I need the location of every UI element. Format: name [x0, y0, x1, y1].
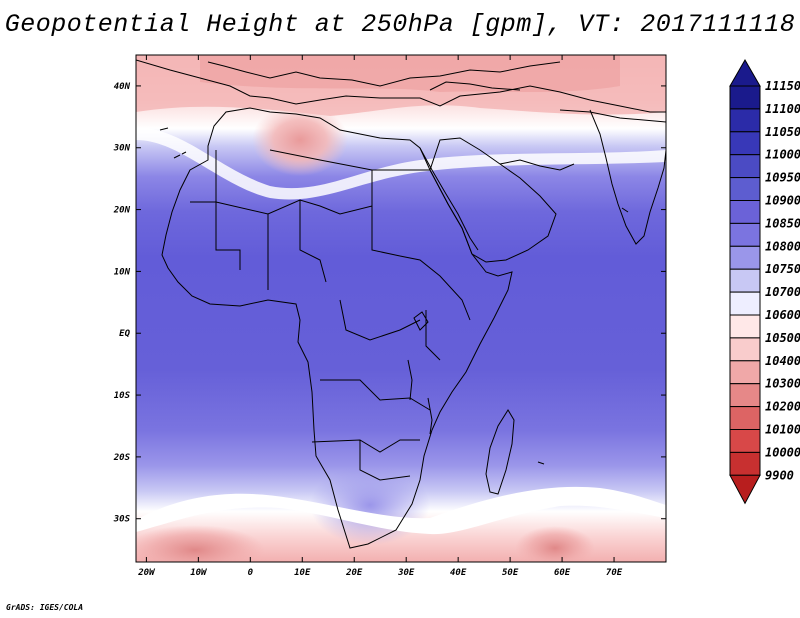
lon-tick-label: 10W	[190, 568, 208, 578]
colorbar: 11150 11100 11050 11000 10950 10900 10850 10800…	[729, 58, 800, 505]
colorbar-cells	[729, 85, 761, 476]
colorbar-label: 10500	[765, 331, 800, 345]
lon-tick-label: 50E	[502, 568, 519, 578]
colorbar-label: 10900	[765, 194, 800, 208]
colorbar-cell	[729, 383, 761, 408]
colorbar-label: 10100	[765, 423, 800, 437]
colorbar-label: 11150	[765, 79, 800, 93]
colorbar-cell	[729, 200, 761, 224]
colorbar-label: 9900	[765, 468, 794, 482]
colorbar-label: 10750	[765, 262, 800, 276]
lat-tick-label: EQ	[119, 329, 130, 339]
lat-tick-label: 10S	[114, 391, 131, 401]
lon-tick-label: 20E	[345, 568, 363, 578]
colorbar-label: 10600	[765, 308, 800, 322]
height-field-shading	[136, 55, 666, 562]
colorbar-cell	[729, 337, 761, 362]
colorbar-label: 11050	[765, 125, 800, 139]
colorbar-cell	[729, 291, 761, 316]
lat-tick-label: 30S	[113, 515, 131, 525]
latitude-axis: 40N 30N 20N 10N EQ 10S 20S 30S	[113, 82, 131, 525]
colorbar-bottom-triangle	[729, 474, 761, 505]
colorbar-label: 10200	[765, 400, 800, 414]
colorbar-cell	[729, 314, 761, 339]
colorbar-cell	[729, 429, 761, 453]
coastlines	[136, 59, 666, 549]
colorbar-cell	[729, 222, 761, 247]
colorbar-cell	[729, 154, 761, 179]
colorbar-label: 10850	[765, 216, 800, 230]
colorbar-top-triangle	[729, 58, 761, 87]
colorbar-label: 10400	[765, 354, 800, 368]
lon-tick-label: 70E	[606, 568, 623, 578]
lat-tick-label: 40N	[114, 82, 131, 92]
lat-tick-label: 20N	[113, 206, 131, 216]
credit-text: GrADS: IGES/COLA	[6, 603, 84, 612]
longitude-axis: 20W 10W 0 10E 20E 30E 40E 50E 60E 70E	[137, 568, 622, 578]
lon-tick-label: 30E	[397, 568, 415, 578]
colorbar-label: 11000	[765, 148, 800, 162]
lon-tick-label: 0	[248, 568, 254, 578]
colorbar-labels: 11150 11100 11050 11000 10950 10900 10850 10800…	[765, 79, 800, 482]
colorbar-cell	[729, 451, 761, 476]
colorbar-cell	[729, 406, 761, 431]
colorbar-label: 10000	[765, 445, 800, 459]
lat-tick-label: 20S	[113, 453, 131, 463]
colorbar-label: 10800	[765, 239, 800, 253]
lon-tick-label: 20W	[137, 568, 156, 578]
lon-tick-label: 60E	[554, 568, 571, 578]
colorbar-label: 10700	[765, 285, 800, 299]
colorbar-cell	[729, 268, 761, 293]
colorbar-cell	[729, 245, 761, 270]
colorbar-label: 11100	[765, 102, 800, 116]
plot-frame	[135, 54, 667, 563]
lon-tick-label: 40E	[450, 568, 467, 578]
colorbar-cell	[729, 177, 761, 202]
axis-ticks	[136, 55, 666, 562]
lat-tick-label: 30N	[113, 144, 131, 154]
map-title: Geopotential Height at 250hPa [gpm], VT:…	[4, 10, 796, 39]
colorbar-label: 10300	[765, 377, 800, 391]
lon-tick-label: 10E	[294, 568, 311, 578]
colorbar-label: 10950	[765, 171, 800, 185]
lat-tick-label: 10N	[114, 267, 131, 277]
colorbar-cell	[729, 360, 761, 385]
colorbar-cell	[729, 131, 761, 156]
colorbar-cell	[729, 85, 761, 110]
colorbar-cell	[729, 108, 761, 133]
